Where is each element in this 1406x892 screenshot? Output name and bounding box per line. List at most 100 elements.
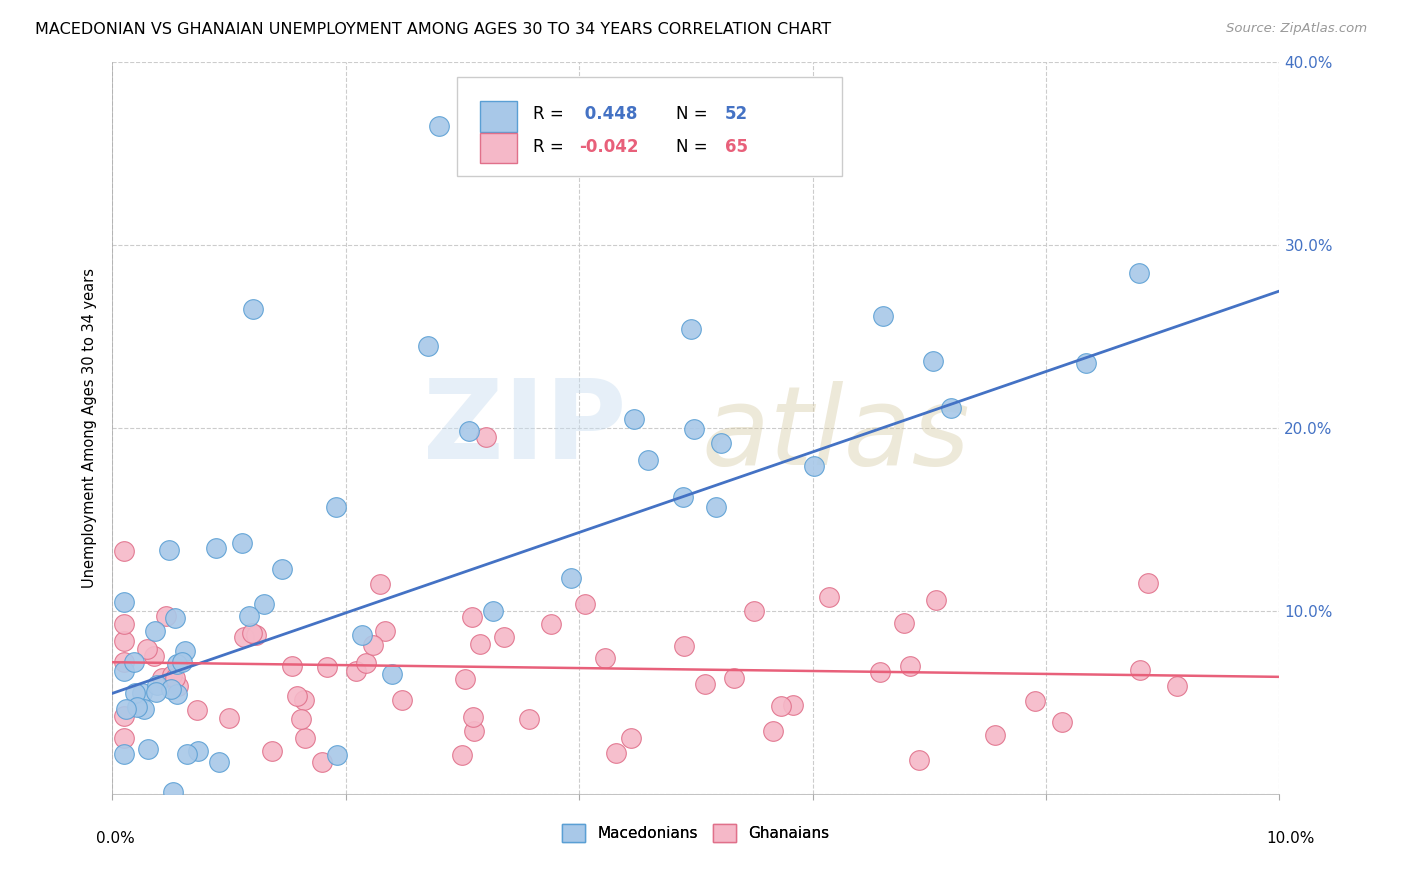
Point (391, 693, 413, 707)
Point (134, 702, 156, 716)
Point (155, 608, 177, 623)
Text: 0.0%: 0.0% (96, 831, 135, 846)
Text: 52: 52 (725, 104, 748, 122)
Point (1128, 266, 1150, 280)
Point (143, 624, 166, 638)
Point (176, 747, 198, 761)
Point (150, 672, 173, 686)
Text: R =: R = (533, 138, 568, 156)
Point (122, 655, 145, 669)
Point (218, 710, 240, 724)
Point (620, 731, 643, 746)
Point (1129, 664, 1152, 678)
Point (1166, 679, 1188, 693)
Text: R =: R = (533, 104, 568, 122)
Point (112, 731, 135, 745)
Point (941, 401, 963, 416)
Point (368, 577, 391, 591)
Point (1076, 356, 1098, 370)
Point (924, 593, 946, 607)
Point (114, 702, 136, 716)
Point (354, 656, 377, 670)
Point (326, 748, 349, 763)
Text: N =: N = (676, 104, 713, 122)
Text: Source: ZipAtlas.com: Source: ZipAtlas.com (1226, 22, 1367, 36)
Point (540, 617, 562, 632)
Point (311, 756, 333, 770)
Point (742, 604, 765, 618)
Point (710, 436, 733, 450)
Point (290, 713, 312, 727)
Point (187, 744, 209, 758)
Point (157, 542, 180, 557)
Text: MACEDONIAN VS GHANAIAN UNEMPLOYMENT AMONG AGES 30 TO 34 YEARS CORRELATION CHART: MACEDONIAN VS GHANAIAN UNEMPLOYMENT AMON… (35, 22, 831, 37)
Text: ZIP: ZIP (423, 375, 626, 482)
Point (416, 339, 439, 353)
Point (1050, 715, 1073, 730)
Point (162, 785, 184, 799)
Point (475, 430, 498, 444)
Point (482, 604, 505, 618)
Text: atlas: atlas (702, 381, 970, 488)
Text: 0.448: 0.448 (579, 104, 638, 122)
Point (135, 642, 157, 657)
Point (112, 664, 135, 678)
Point (1024, 693, 1046, 707)
Point (574, 597, 596, 611)
Point (271, 562, 294, 576)
Point (770, 698, 793, 713)
Point (165, 611, 187, 625)
Point (131, 686, 153, 700)
Point (672, 491, 695, 505)
Point (492, 630, 515, 644)
Point (112, 747, 135, 762)
Point (162, 667, 184, 681)
Point (637, 452, 659, 467)
Point (352, 628, 374, 642)
Point (869, 665, 891, 679)
Point (922, 353, 945, 368)
Point (427, 120, 450, 134)
Point (361, 638, 384, 652)
FancyBboxPatch shape (479, 133, 517, 163)
Point (872, 309, 894, 323)
Point (460, 609, 482, 624)
Point (260, 744, 283, 758)
Point (125, 699, 148, 714)
Text: 10.0%: 10.0% (1267, 831, 1315, 846)
Point (908, 753, 931, 767)
Point (207, 755, 229, 769)
Point (984, 728, 1007, 742)
Point (451, 747, 474, 762)
Point (204, 541, 226, 555)
Point (803, 458, 825, 473)
Point (231, 536, 253, 550)
Point (560, 571, 582, 585)
Point (344, 665, 367, 679)
FancyBboxPatch shape (457, 77, 842, 176)
Point (281, 658, 304, 673)
Point (170, 655, 193, 669)
Point (519, 712, 541, 726)
Point (704, 500, 727, 515)
Point (683, 422, 706, 436)
Point (146, 678, 169, 692)
Point (605, 747, 627, 761)
Point (112, 634, 135, 648)
Text: -0.042: -0.042 (579, 138, 638, 156)
Point (292, 693, 315, 707)
Text: N =: N = (676, 138, 713, 156)
Point (240, 626, 263, 640)
Point (898, 658, 921, 673)
Point (112, 709, 135, 723)
Point (166, 687, 188, 701)
Point (142, 649, 165, 664)
Point (782, 698, 804, 712)
Point (166, 679, 188, 693)
Point (186, 703, 208, 717)
Point (723, 671, 745, 685)
Point (112, 616, 135, 631)
Point (145, 685, 167, 699)
FancyBboxPatch shape (479, 101, 517, 132)
Point (457, 424, 479, 438)
